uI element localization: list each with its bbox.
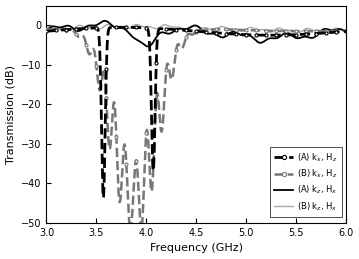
X-axis label: Frequency (GHz): Frequency (GHz) [150, 243, 243, 254]
Y-axis label: Transmission (dB): Transmission (dB) [5, 65, 15, 164]
Legend: (A) k$_x$, H$_z$, (B) k$_x$, H$_z$, (A) k$_z$, H$_x$, (B) k$_z$, H$_x$: (A) k$_x$, H$_z$, (B) k$_x$, H$_z$, (A) … [270, 147, 342, 217]
